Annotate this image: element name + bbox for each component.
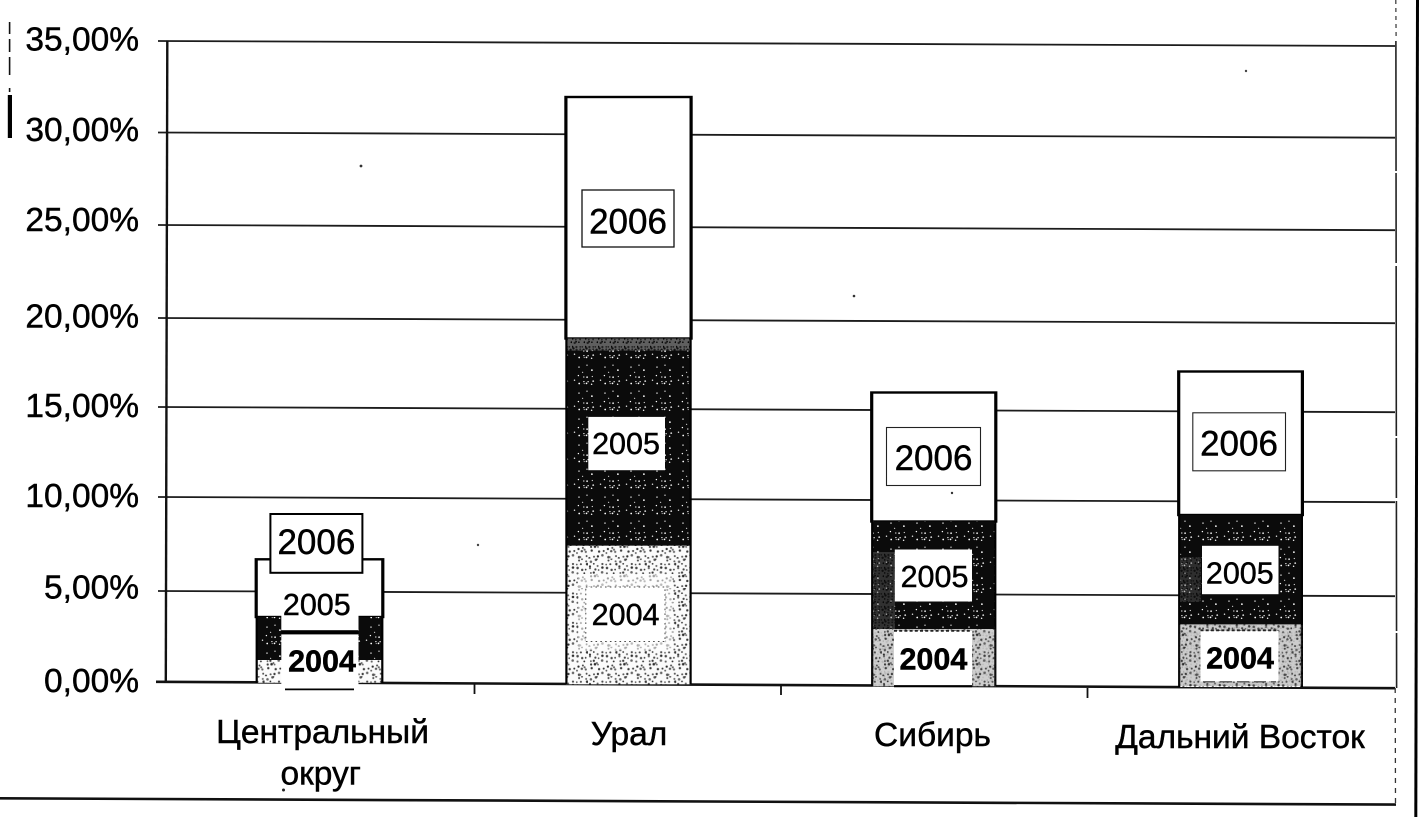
- svg-text:2006: 2006: [1200, 425, 1278, 464]
- svg-text:30,00%: 30,00%: [25, 112, 139, 149]
- svg-text:2004: 2004: [899, 643, 967, 677]
- svg-text:Сибирь: Сибирь: [874, 717, 991, 754]
- svg-text:35,00%: 35,00%: [25, 22, 139, 59]
- svg-text:Урал: Урал: [591, 716, 668, 753]
- svg-text:25,00%: 25,00%: [25, 202, 139, 239]
- svg-text:2004: 2004: [1206, 642, 1274, 676]
- svg-text:2004: 2004: [592, 598, 660, 632]
- svg-text:20,00%: 20,00%: [25, 299, 139, 336]
- svg-text:2006: 2006: [277, 523, 355, 562]
- svg-text:2004: 2004: [288, 645, 356, 679]
- svg-text:2006: 2006: [589, 203, 667, 242]
- svg-text:2005: 2005: [1206, 557, 1274, 591]
- svg-text:2005: 2005: [283, 588, 351, 622]
- svg-text:2005: 2005: [592, 427, 660, 461]
- svg-text:15,00%: 15,00%: [25, 388, 139, 425]
- svg-text:10,00%: 10,00%: [25, 478, 139, 515]
- svg-text:0,00%: 0,00%: [44, 663, 139, 700]
- svg-text:2005: 2005: [901, 560, 969, 594]
- svg-text:2006: 2006: [895, 439, 973, 478]
- svg-text:5,00%: 5,00%: [44, 570, 139, 607]
- svg-text:Центральный: Центральный: [216, 714, 429, 751]
- svg-text:округ: округ: [280, 756, 361, 793]
- svg-text:Дальний Восток: Дальний Восток: [1115, 719, 1365, 756]
